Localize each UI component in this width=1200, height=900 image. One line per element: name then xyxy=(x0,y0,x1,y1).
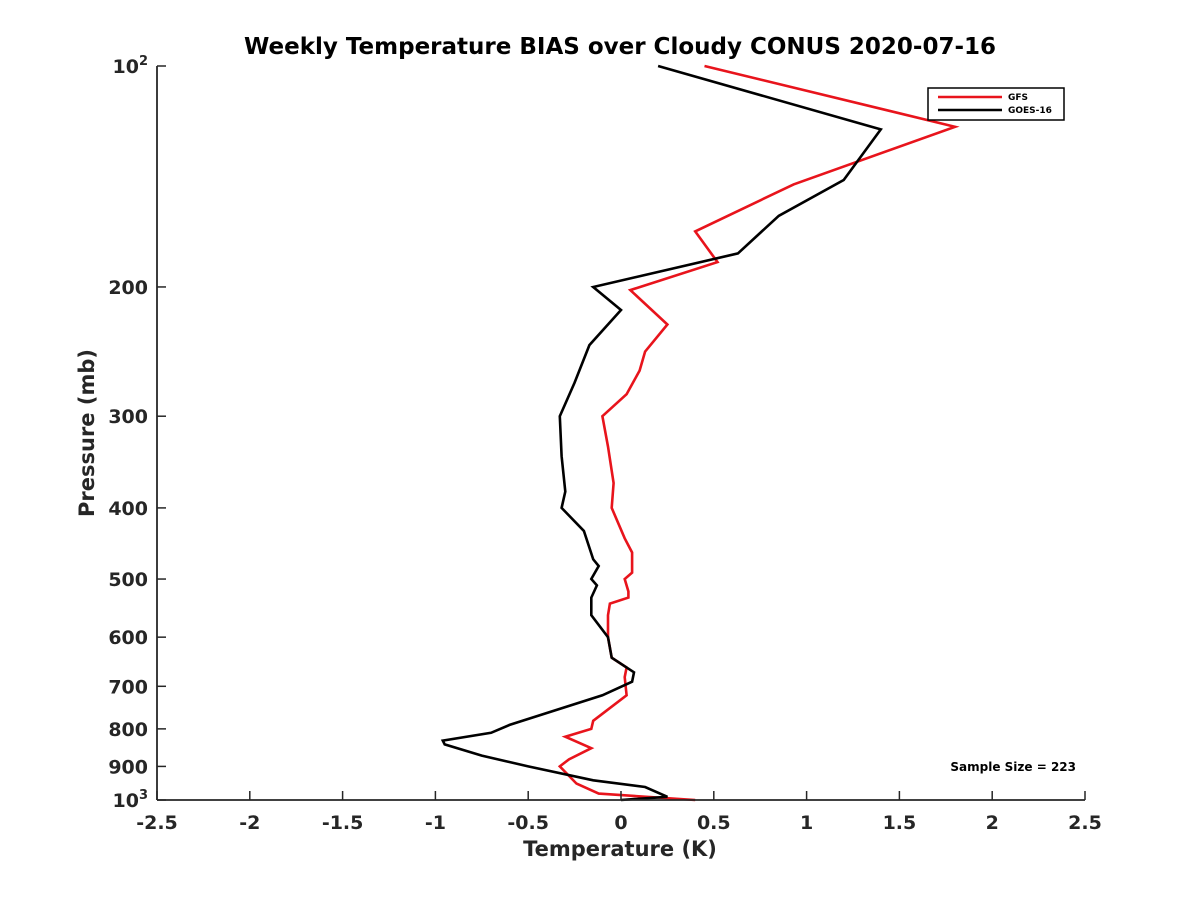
series-layer xyxy=(440,64,960,802)
y-tick-label: 103 xyxy=(113,788,149,812)
x-tick-label: 2 xyxy=(986,812,999,834)
chart-title: Weekly Temperature BIAS over Cloudy CONU… xyxy=(244,34,996,60)
legend: GFS GOES-16 xyxy=(927,87,1065,121)
sample-size-annotation: Sample Size = 223 xyxy=(950,760,1076,774)
y-tick-label: 300 xyxy=(108,406,148,428)
y-tick-label: 800 xyxy=(108,719,148,741)
x-tick-label: 2.5 xyxy=(1068,812,1102,834)
x-tick-label: -0.5 xyxy=(507,812,549,834)
legend-box xyxy=(927,87,1065,121)
x-tick-label: -2 xyxy=(239,812,260,834)
x-tick-label: 0.5 xyxy=(697,812,731,834)
x-axis-label: Temperature (K) xyxy=(523,837,717,861)
x-tick-label: 1 xyxy=(800,812,813,834)
x-tick-label: 0 xyxy=(614,812,627,834)
legend-label-goes16: GOES-16 xyxy=(1008,106,1052,116)
y-tick-label: 700 xyxy=(108,676,148,698)
series-line-gfs xyxy=(557,64,960,802)
axes-layer xyxy=(156,66,1085,801)
x-tick-label: -1 xyxy=(425,812,446,834)
y-tick-label: 400 xyxy=(108,498,148,520)
x-tick-layer: -2.5 -2 -1.5 -1 -0.5 0 0.5 1 1.5 2 2.5 xyxy=(136,791,1102,834)
y-tick-label: 200 xyxy=(108,277,148,299)
x-tick-label: -2.5 xyxy=(136,812,178,834)
y-tick-layer: 102 200 300 400 500 600 700 800 900 103 xyxy=(108,54,166,812)
legend-label-gfs: GFS xyxy=(1008,93,1028,103)
y-tick-label: 500 xyxy=(108,569,148,591)
y-tick-label: 900 xyxy=(108,756,148,778)
y-axis-label: Pressure (mb) xyxy=(75,349,99,517)
y-tick-label: 102 xyxy=(113,54,149,78)
y-tick-label: 600 xyxy=(108,627,148,649)
x-tick-label: 1.5 xyxy=(883,812,917,834)
x-tick-label: -1.5 xyxy=(322,812,364,834)
series-line-goes16 xyxy=(440,64,883,802)
